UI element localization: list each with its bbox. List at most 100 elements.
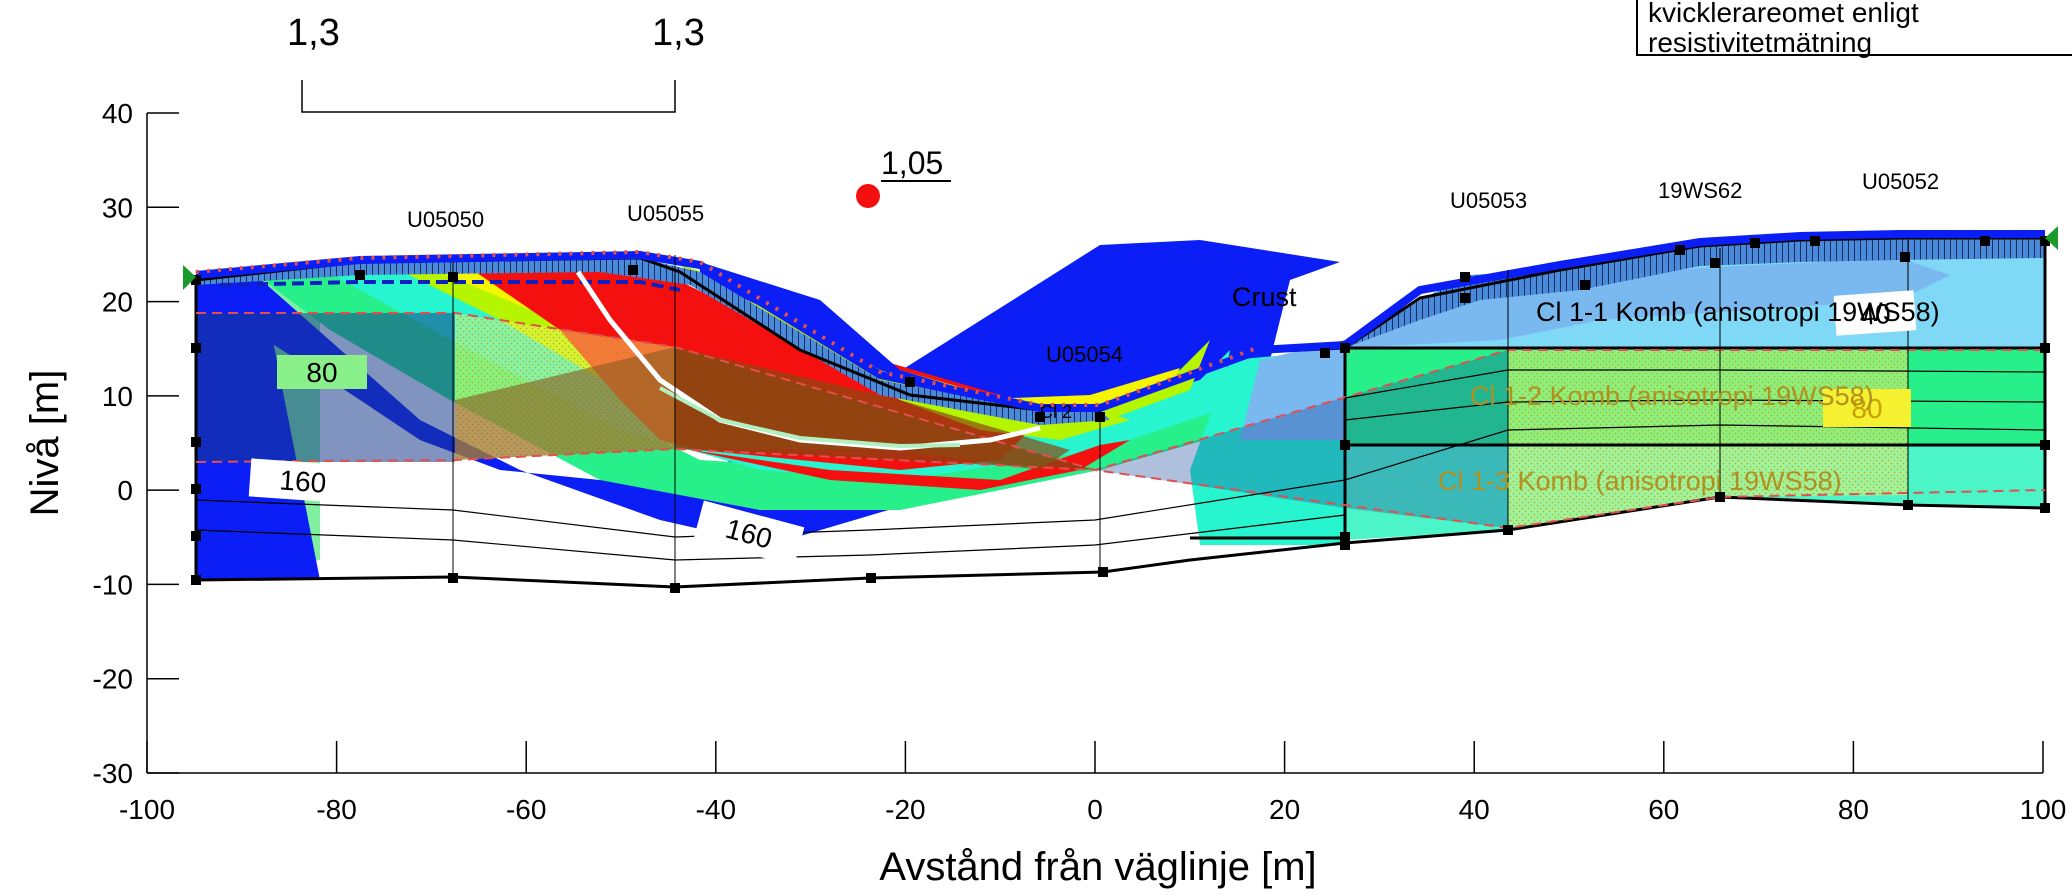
y-axis-label: Nivå [m]	[23, 370, 67, 517]
dashed-red-upper	[195, 349, 2045, 472]
x-tick-label: 40	[1459, 794, 1490, 825]
vertex-marker	[1980, 236, 1990, 246]
vertex-marker	[1900, 252, 1910, 262]
material-labels: Crust Cl 1-1 Komb (anisotropi 19WS58) Cl…	[1040, 282, 1940, 496]
label-160-left-box	[248, 458, 358, 504]
borehole-label: 19WS62	[1658, 178, 1742, 203]
y-tick-label: 20	[102, 287, 133, 318]
crust-hatch-right	[1345, 236, 2045, 348]
vertex-marker	[191, 275, 201, 285]
vertex-marker	[191, 484, 201, 494]
y-tick-label: 40	[102, 98, 133, 129]
vertex-marker	[2040, 343, 2050, 353]
vertex-marker	[1340, 343, 1350, 353]
dashed-blue-left	[219, 280, 681, 292]
vertex-marker	[1340, 440, 1350, 450]
vertex-marker	[670, 583, 680, 593]
material-cl2: Cl 1-2 Komb (anisotropi 19WS58)	[1470, 381, 1874, 411]
legend-line-1: kvicklerareomet enligt	[1648, 0, 1919, 28]
material-cl1: Cl 1-1 Komb (anisotropi 19WS58)	[1536, 297, 1940, 327]
x-axis-label: Avstånd från väglinje [m]	[879, 845, 1316, 889]
x-tick-label: 80	[1838, 794, 1869, 825]
vertex-marker	[2040, 503, 2050, 513]
thin-line-a	[195, 424, 2046, 538]
right-cyan-left	[1200, 440, 1345, 540]
right-sky	[1240, 340, 1345, 440]
right-end-marker	[2045, 226, 2058, 250]
vertex-marker	[1320, 348, 1330, 358]
safety-factors: 1,3 1,3 1,05	[287, 12, 951, 208]
y-tick-label: 30	[102, 192, 133, 223]
ground-surface-blue	[195, 230, 2045, 412]
x-tick-label: -40	[696, 794, 736, 825]
vertex-marker	[1035, 412, 1045, 422]
legend-line-2: resistivitetmätning	[1648, 27, 1873, 58]
label-160-left: 160	[279, 464, 328, 498]
borehole-label: U05055	[627, 201, 704, 226]
vertex-marker	[1460, 293, 1470, 303]
vertex-markers	[191, 236, 2050, 593]
vertex-marker	[1580, 280, 1590, 290]
vertex-marker	[1340, 532, 1350, 542]
left-brown-overlay	[455, 347, 675, 460]
borehole-label: U05054	[1046, 342, 1123, 367]
borehole-labels: U05050 U05055 U05054 U05053 19WS62 U0505…	[407, 169, 1939, 367]
thin-line-c	[1344, 369, 2046, 399]
vertex-marker	[628, 265, 638, 275]
value-labels: 80 160 160 40 80	[248, 290, 1917, 567]
vertex-marker	[1503, 525, 1513, 535]
label-80-right-box	[1823, 389, 1911, 427]
right-yellow-overlay	[1508, 350, 1908, 528]
y-tick-label: 0	[117, 475, 133, 506]
left-blue-zone	[196, 240, 1340, 545]
borehole-label: U05052	[1862, 169, 1939, 194]
label-80-left-box	[277, 355, 367, 389]
vertex-marker	[191, 575, 201, 585]
material-cl-small: Cl 2	[1040, 402, 1072, 422]
critical-point-marker	[856, 184, 880, 208]
x-tick-group: -100 -80 -60 -40 -20 0 20 40 60 80 100	[119, 741, 2066, 825]
right-sky-top	[1345, 258, 1950, 348]
x-tick-label: 20	[1269, 794, 1300, 825]
vertex-marker	[191, 437, 201, 447]
y-tick-group: 40 30 20 10 0 -10 -20 -30	[93, 98, 179, 789]
vertex-marker	[191, 531, 201, 541]
right-blue-overlay	[1095, 350, 1508, 528]
factor-bracket	[301, 80, 676, 113]
x-tick-label: 0	[1087, 794, 1103, 825]
x-tick-label: -20	[885, 794, 925, 825]
label-40-right-box	[1833, 290, 1917, 336]
slip-surface-green	[659, 386, 961, 449]
vertex-marker	[2040, 440, 2050, 450]
vertex-marker	[1750, 238, 1760, 248]
factor-left-a: 1,3	[287, 12, 340, 54]
surface-dots	[195, 249, 1261, 407]
vertex-marker	[1810, 236, 1820, 246]
y-tick-label: -20	[93, 664, 133, 695]
factor-left-b: 1,3	[652, 12, 705, 54]
borehole-label: U05053	[1450, 188, 1527, 213]
vertex-marker	[448, 272, 458, 282]
vertex-marker	[448, 573, 458, 583]
base-line	[195, 495, 2046, 589]
vertex-marker	[1095, 412, 1105, 422]
y-tick-label: -30	[93, 758, 133, 789]
x-tick-label: -60	[506, 794, 546, 825]
borehole-label: U05050	[407, 207, 484, 232]
vertex-marker	[905, 377, 915, 387]
x-tick-label: -100	[119, 794, 175, 825]
material-cl3: Cl 1-3 Komb (anisotropi 19WS58)	[1438, 466, 1842, 496]
vertex-marker	[191, 343, 201, 353]
vertex-marker	[1675, 245, 1685, 255]
label-80-left: 80	[306, 357, 337, 388]
vertex-marker	[1340, 540, 1350, 550]
legend-box: kvicklerareomet enligt resistivitetmätni…	[1636, 0, 2072, 58]
red-lower-arc	[690, 440, 1130, 490]
vertex-marker	[1715, 492, 1725, 502]
y-tick-label: 10	[102, 381, 133, 412]
vertex-marker	[355, 270, 365, 280]
factor-center: 1,05	[881, 145, 943, 181]
left-end-marker	[183, 265, 196, 290]
